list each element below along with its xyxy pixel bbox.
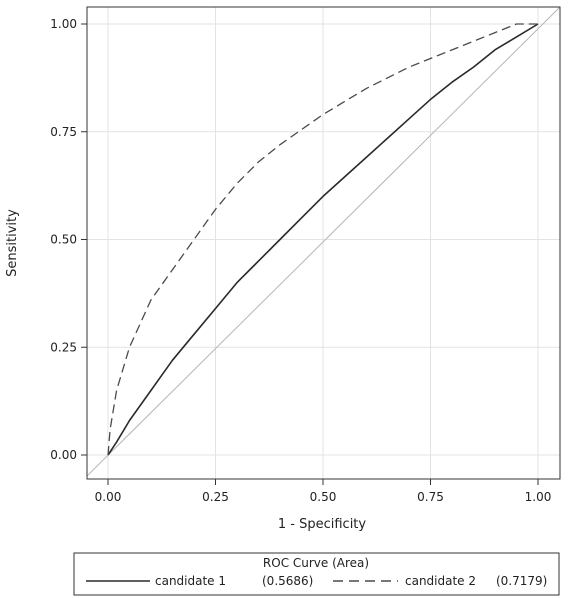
x-axis-title: 1 - Specificity [278, 517, 367, 532]
series-line-candidate-1 [107, 23, 539, 456]
y-axis-title: Sensitivity [5, 209, 20, 277]
x-tick-label: 0.25 [202, 490, 229, 504]
x-tick-label: 0.50 [310, 490, 337, 504]
legend-box [73, 552, 560, 596]
x-axis: 0.00 0.25 0.50 0.75 1.00 [95, 479, 552, 504]
legend-entry-label: candidate 2 [405, 574, 476, 588]
legend: ROC Curve (Area) candidate 1 (0.5686) ca… [73, 552, 560, 596]
legend-title: ROC Curve (Area) [263, 556, 369, 570]
x-tick-label: 0.00 [95, 490, 122, 504]
y-tick-label: 0.50 [50, 233, 77, 247]
reference-diagonal-line [86, 6, 561, 477]
series-line-candidate-2 [107, 23, 538, 456]
x-tick-label: 1.00 [525, 490, 552, 504]
reference-line-layer [86, 6, 561, 477]
y-tick-label: 1.00 [50, 17, 77, 31]
y-tick-label: 0.75 [50, 125, 77, 139]
grid-lines [87, 7, 560, 479]
y-axis: 0.00 0.25 0.50 0.75 1.00 [50, 17, 87, 462]
y-tick-label: 0.25 [50, 340, 77, 354]
series-layer [107, 23, 539, 456]
legend-entry-value: (0.7179) [496, 574, 547, 588]
y-tick-label: 0.00 [50, 448, 77, 462]
legend-entry-value: (0.5686) [262, 574, 313, 588]
legend-entry-label: candidate 1 [155, 574, 226, 588]
x-tick-label: 0.75 [417, 490, 444, 504]
